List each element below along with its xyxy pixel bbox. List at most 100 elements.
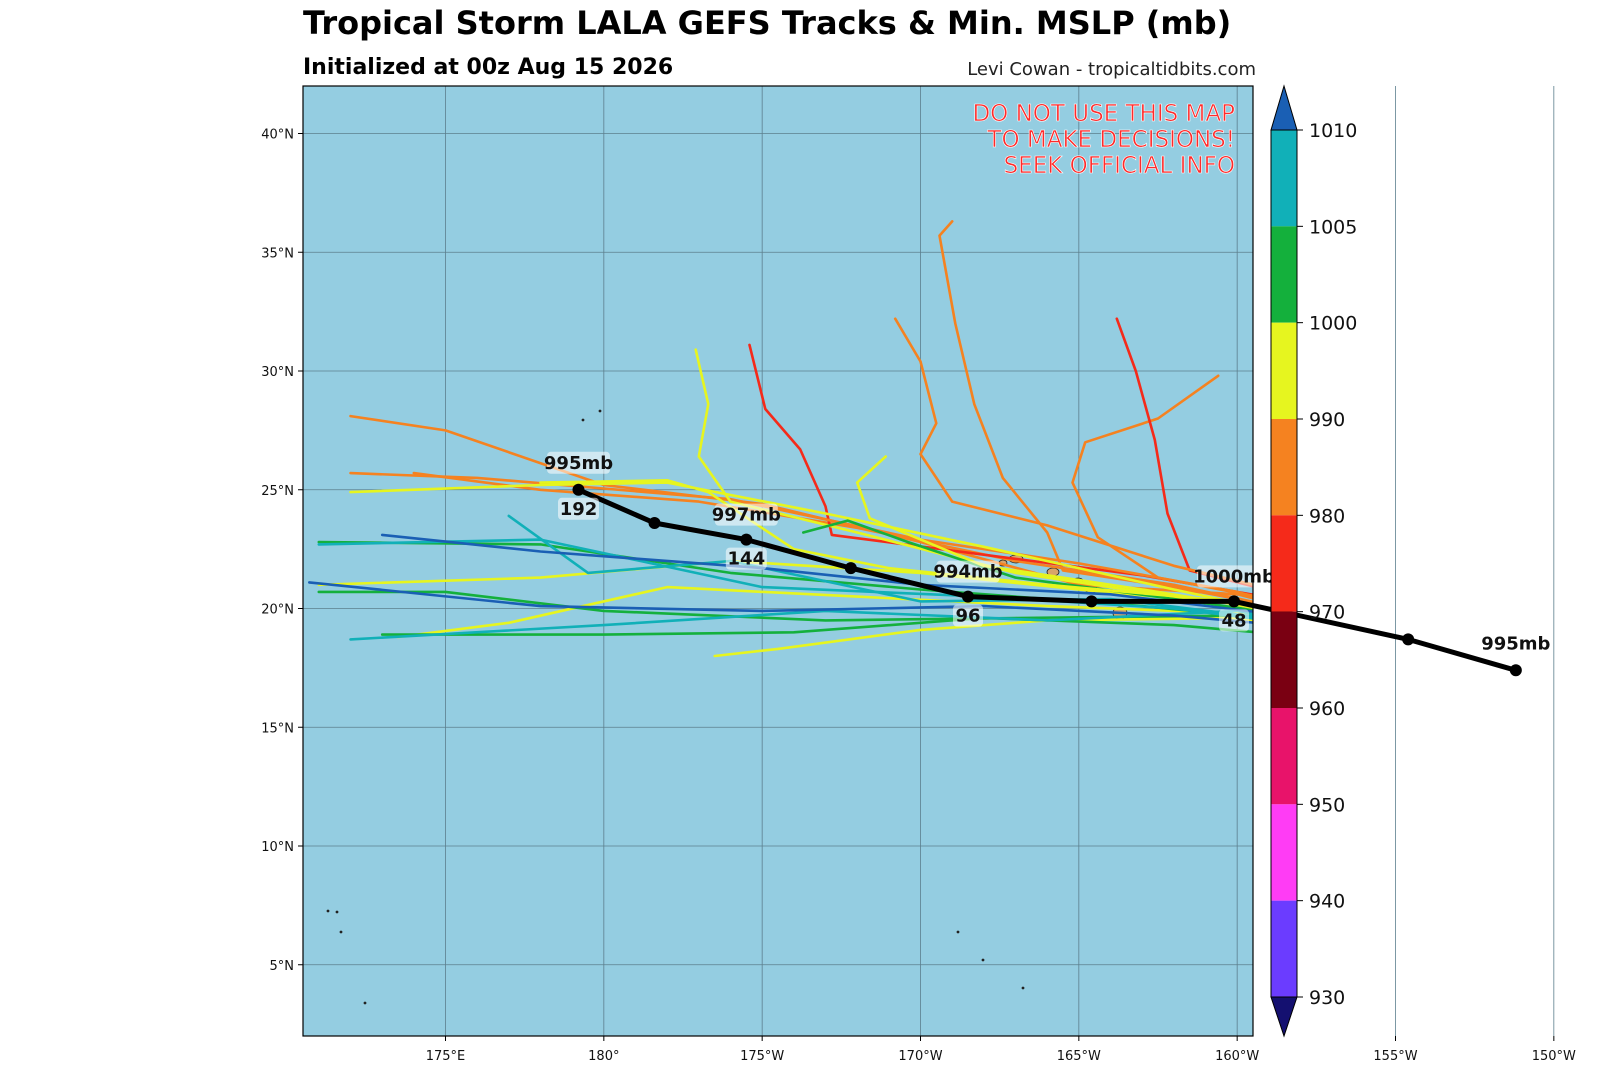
ensemble-members (308, 220, 1253, 658)
lon-label: 150°W (1532, 1049, 1576, 1064)
mean-track-label: 1000mb (1193, 566, 1275, 587)
lat-label: 20°N (261, 603, 294, 618)
colorbar-label: 940 (1309, 891, 1345, 913)
colorbar-label: 1000 (1309, 313, 1357, 335)
mean-track-point (844, 562, 857, 575)
lat-label: 30°N (261, 365, 294, 380)
colorbar-label: 930 (1309, 987, 1345, 1009)
colorbar-label: 950 (1309, 794, 1345, 816)
member-track (317, 540, 1253, 619)
member-track (507, 514, 1253, 618)
mean-track-point (648, 517, 661, 529)
member-track (317, 590, 1253, 622)
mean-track-label: 96 (955, 606, 980, 627)
mean-label-box (714, 503, 778, 526)
ocean-background (303, 86, 1253, 1036)
colorbar-segment (1271, 322, 1297, 419)
lat-label: 15°N (261, 721, 294, 736)
mean-track-point (1402, 633, 1415, 646)
mean-track-label: 997mb (712, 505, 781, 526)
member-track (893, 317, 1253, 586)
atoll-dot (598, 409, 602, 413)
colorbar-label: 970 (1309, 602, 1345, 624)
member-track (938, 220, 1253, 604)
mean-label-box (1484, 632, 1548, 655)
lat-label: 35°N (261, 246, 294, 261)
mean-track-label: 995mb (544, 453, 613, 474)
mean-track-label: 48 (1221, 610, 1246, 631)
mean-track-point (1228, 595, 1240, 608)
member-track (412, 471, 1253, 604)
credit-text: Levi Cowan - tropicaltidbits.com (967, 59, 1256, 80)
atoll-dot (981, 958, 985, 962)
lon-label: 155°W (1373, 1049, 1417, 1064)
colorbar-segment (1271, 708, 1297, 805)
colorbar-segment (1271, 226, 1297, 323)
lat-label: 5°N (270, 959, 295, 974)
mean-track-label: 144 (728, 549, 766, 570)
mean-track-point (572, 483, 585, 496)
member-track (308, 581, 1253, 624)
lon-label: 180° (588, 1049, 619, 1064)
mean-label-box (936, 560, 1000, 583)
member-track (1071, 374, 1253, 598)
colorbar-segment (1271, 804, 1297, 901)
colorbar-frame (1270, 129, 1298, 998)
atoll-dot (339, 930, 343, 934)
atoll-dot (335, 910, 339, 914)
mean-track-label: 994mb (933, 562, 1002, 583)
lon-label: 175°W (740, 1049, 784, 1064)
warning-text: DO NOT USE THIS MAP TO MAKE DECISIONS! S… (972, 101, 1235, 180)
lat-label: 40°N (261, 128, 294, 143)
atoll-dot (363, 1001, 367, 1005)
colorbar-bottom-arrow (1270, 996, 1298, 1038)
lon-label: 170°W (898, 1049, 942, 1064)
pressure-colorbar: 1010 1005 1000 990 980 970 960 950 940 930 (1270, 84, 1357, 1038)
lon-label: 175°E (426, 1049, 466, 1064)
mean-track-label: 192 (560, 499, 598, 520)
member-track (349, 609, 1253, 641)
member-track (317, 559, 1253, 609)
colorbar-label: 960 (1309, 698, 1345, 720)
colorbar-label: 990 (1309, 409, 1345, 431)
map-frame (302, 85, 1254, 1037)
colorbar-segment (1271, 419, 1297, 516)
lat-label: 25°N (261, 484, 294, 499)
colorbar-segment (1271, 900, 1297, 997)
member-track (802, 519, 1253, 612)
atoll-dot (581, 418, 585, 422)
colorbar-label: 980 (1309, 505, 1345, 527)
map-subtitle: Initialized at 00z Aug 15 2026 (303, 55, 674, 80)
mean-label-box (1219, 609, 1249, 632)
member-track (1115, 317, 1253, 588)
colorbar-segment (1271, 130, 1297, 227)
colorbar-label: 1010 (1309, 120, 1357, 142)
grid-lines (303, 86, 1555, 1036)
atoll-dot (326, 909, 330, 913)
mean-label-box (953, 604, 983, 627)
mean-track-point (1085, 595, 1098, 608)
colorbar-segment (1271, 611, 1297, 708)
warning-line-2: TO MAKE DECISIONS! (986, 127, 1235, 153)
mean-label-box (558, 497, 599, 520)
mean-track-point (962, 590, 974, 603)
member-track (694, 348, 1253, 614)
lon-label: 165°W (1057, 1049, 1101, 1064)
mean-label-box (547, 451, 610, 474)
mean-track-point (740, 533, 753, 546)
latitude-labels: 40°N 35°N 30°N 25°N 20°N 15°N 10°N 5°N (261, 128, 303, 974)
longitude-labels: 175°E 180° 175°W 170°W 165°W 160°W 155°W 150°W (426, 1036, 1576, 1064)
lon-label: 160°W (1215, 1049, 1259, 1064)
lat-label: 10°N (261, 840, 294, 855)
atoll-dot (1021, 986, 1025, 990)
warning-line-1: DO NOT USE THIS MAP (972, 101, 1235, 127)
mean-track: 995mb 192 997mb 144 994mb 96 1000mb 48 995mb (544, 451, 1551, 677)
colorbar-segment (1271, 515, 1297, 612)
map-title: Tropical Storm LALA GEFS Tracks & Min. M… (303, 4, 1232, 42)
colorbar-label: 1005 (1309, 216, 1357, 238)
mean-label-box (725, 547, 767, 570)
warning-line-3: SEEK OFFICIAL INFO (1004, 153, 1235, 179)
member-track (539, 479, 1253, 610)
